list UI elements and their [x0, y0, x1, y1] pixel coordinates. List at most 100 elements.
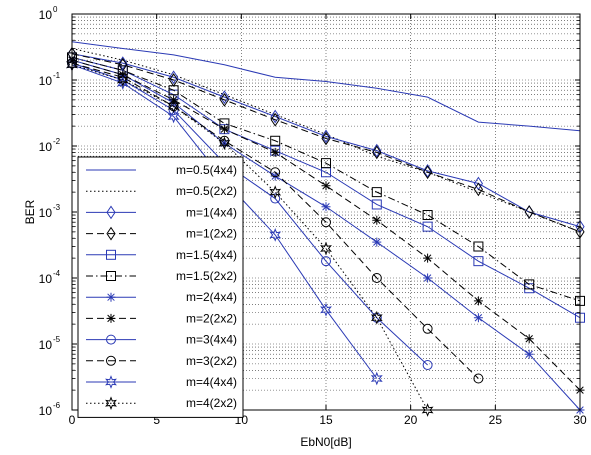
series-m=0.5(2x2) [71, 48, 581, 233]
legend-entry: m=2(2x2) [86, 311, 237, 325]
star-marker-stroke [525, 335, 533, 343]
y-tick-exponent: -2 [53, 137, 61, 146]
diamond-marker [168, 70, 179, 85]
star-marker [106, 292, 116, 302]
star-marker-stroke [423, 254, 432, 262]
circle-marker [371, 273, 382, 283]
hexagram-marker [116, 73, 129, 87]
legend-label: m=3(4x4) [186, 333, 237, 347]
hexagram-marker [320, 241, 332, 256]
diamond-marker [321, 129, 331, 144]
legend: m=0.5(4x4) m=0.5(2x2) m=1(4x4) m=1(2x2) m=1.… [77, 156, 244, 418]
series-line [71, 62, 428, 366]
x-tick-label: 0 [69, 413, 76, 427]
star-marker [473, 313, 483, 323]
star-marker-stroke [423, 274, 432, 282]
series-line [71, 56, 581, 319]
y-tick-label: 10 [39, 404, 53, 418]
star-marker [372, 237, 382, 247]
series-line [71, 53, 581, 228]
diamond-marker [321, 131, 331, 146]
hexagram-marker [370, 310, 383, 325]
legend-entry: m=1(2x2) [86, 227, 237, 241]
star-marker-stroke [474, 297, 483, 305]
legend-box [77, 156, 244, 418]
legend-label: m=1.5(4x4) [176, 248, 237, 262]
legend-label: m=1(2x2) [186, 227, 237, 241]
legend-label: m=2(2x2) [186, 311, 237, 325]
circle-marker [422, 323, 433, 334]
star-marker-stroke [107, 293, 115, 301]
star-marker-stroke [525, 350, 533, 358]
diamond-marker [422, 163, 433, 178]
hexagram-marker [421, 403, 434, 417]
y-tick-exponent: -1 [53, 71, 61, 80]
square-marker [168, 85, 179, 96]
star-marker-stroke [322, 203, 330, 211]
star-marker [219, 124, 229, 134]
diamond-marker [270, 109, 280, 124]
diamond-marker [422, 165, 433, 180]
square-marker [473, 256, 484, 267]
series-m=4(2x2) [66, 57, 434, 417]
star-marker-stroke [271, 148, 279, 157]
circle-marker [106, 355, 116, 366]
star-marker-stroke [474, 314, 483, 322]
legend-label: m=0.5(2x2) [176, 184, 237, 198]
circle-marker [321, 256, 331, 267]
star-marker [524, 334, 534, 344]
diamond-marker [473, 182, 484, 197]
y-tick-label: 10 [39, 272, 53, 286]
y-tick-label: 10 [39, 8, 53, 22]
legend-label: m=1(4x4) [186, 205, 237, 219]
square-marker [371, 199, 382, 210]
hexagram-marker [167, 99, 180, 114]
square-marker [106, 271, 116, 281]
square-marker [270, 135, 281, 146]
hexagram-marker [116, 76, 129, 90]
diamond-marker [219, 90, 230, 105]
star-marker [423, 253, 433, 263]
diamond-marker [372, 143, 382, 158]
star-marker-stroke [373, 216, 381, 224]
hexagram-marker [105, 396, 117, 411]
hexagram-marker [370, 371, 383, 386]
series-line [71, 64, 429, 411]
circle-marker [270, 167, 281, 178]
square-marker [422, 210, 433, 221]
hexagram-marker [218, 136, 231, 151]
series-m=0.5(4x4) [71, 41, 581, 132]
star-marker-stroke [220, 125, 229, 133]
hexagram-marker [167, 109, 180, 124]
y-tick-label: 10 [39, 140, 53, 154]
diamond-marker [106, 205, 116, 220]
square-marker [422, 221, 433, 232]
legend-entry: m=1(4x4) [86, 205, 237, 219]
series-m=1.5(2x2) [67, 52, 585, 306]
legend-entry: m=2(4x4) [86, 290, 237, 304]
series-line [71, 41, 581, 132]
x-axis-label: EbN0[dB] [300, 435, 351, 449]
square-marker [106, 249, 116, 260]
series-line [71, 53, 581, 233]
star-marker [524, 349, 534, 359]
circle-marker [106, 334, 116, 345]
star-marker-stroke [322, 182, 330, 190]
diamond-marker [524, 205, 534, 219]
y-tick-label: 10 [39, 74, 53, 88]
square-marker [473, 241, 484, 252]
hexagram-marker [269, 185, 282, 199]
x-tick-label: 5 [153, 413, 160, 427]
series-line [71, 59, 581, 391]
star-marker [321, 202, 331, 212]
series-line [71, 56, 581, 302]
star-marker [321, 181, 331, 191]
legend-label: m=3(2x2) [186, 354, 237, 368]
legend-entry: m=0.5(2x2) [86, 184, 237, 198]
hexagram-marker [105, 375, 117, 389]
diamond-marker [372, 145, 382, 160]
y-axis-label: BER [23, 199, 37, 224]
legend-entry: m=4(2x2) [86, 396, 237, 410]
legend-label: m=2(4x4) [186, 290, 237, 304]
